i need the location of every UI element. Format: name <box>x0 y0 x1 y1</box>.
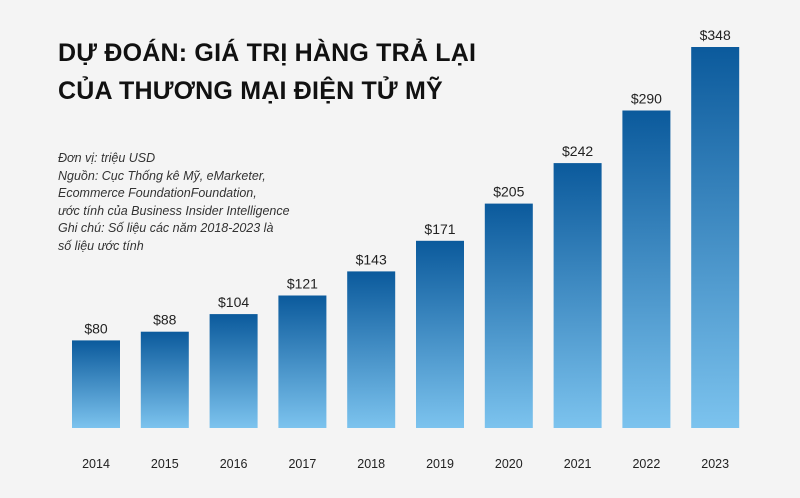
bar-2015 <box>140 331 189 428</box>
x-tick-2019: 2019 <box>426 457 454 471</box>
bar-2018 <box>347 271 396 428</box>
note-source-2: Ecommerce FoundationFoundation, <box>58 186 257 200</box>
chart-title-line-2: CỦA THƯƠNG MẠI ĐIỆN TỬ MỸ <box>58 77 443 105</box>
x-tick-2021: 2021 <box>564 457 592 471</box>
x-tick-2022: 2022 <box>632 457 660 471</box>
note-remark-2: số liệu ước tính <box>58 238 144 253</box>
x-tick-2014: 2014 <box>82 457 110 471</box>
value-label-2017: $121 <box>287 276 318 292</box>
value-label-2021: $242 <box>562 143 593 159</box>
bar-2022 <box>622 110 671 428</box>
chart-title: DỰ ĐOÁN: GIÁ TRỊ HÀNG TRẢ LẠI CỦA THƯƠNG… <box>58 34 476 110</box>
note-unit: Đơn vị: triệu USD <box>58 151 156 165</box>
bar-2020 <box>484 203 533 428</box>
value-label-2014: $80 <box>84 320 108 336</box>
bar-2023 <box>691 47 740 428</box>
value-label-2016: $104 <box>218 294 249 310</box>
value-label-2015: $88 <box>153 312 177 328</box>
bar-2021 <box>553 163 602 428</box>
chart-notes: Đơn vị: triệu USD Nguồn: Cục Thống kê Mỹ… <box>58 150 290 255</box>
bar-2019 <box>416 240 464 428</box>
value-label-2018: $143 <box>356 251 387 267</box>
x-axis-ticks: 2014 2015 2016 2017 2018 2019 2020 2021 2022 2023 <box>82 457 729 471</box>
x-tick-2020: 2020 <box>495 457 523 471</box>
bars-group <box>72 47 740 428</box>
x-tick-2023: 2023 <box>701 457 729 471</box>
value-label-2019: $171 <box>424 221 455 237</box>
value-label-2022: $290 <box>631 91 662 107</box>
x-tick-2015: 2015 <box>151 457 179 471</box>
x-tick-2017: 2017 <box>288 457 316 471</box>
bar-2017 <box>278 295 327 428</box>
chart-title-line-1: DỰ ĐOÁN: GIÁ TRỊ HÀNG TRẢ LẠI <box>58 39 477 67</box>
value-label-2023: $348 <box>700 27 731 43</box>
bar-2016 <box>209 314 258 428</box>
x-tick-2016: 2016 <box>220 457 248 471</box>
note-source-3: ước tính của Business Insider Intelligen… <box>58 203 290 218</box>
bar-2014 <box>72 340 120 428</box>
value-label-2020: $205 <box>493 184 524 200</box>
note-remark-1: Ghi chú: Số liệu các năm 2018-2023 là <box>58 221 274 235</box>
value-labels-group: $80 $88 $104 $121 $143 $171 $205 $242 $290 $348 <box>84 27 731 336</box>
note-source-1: Nguồn: Cục Thống kê Mỹ, eMarketer, <box>58 168 266 183</box>
x-tick-2018: 2018 <box>357 457 385 471</box>
